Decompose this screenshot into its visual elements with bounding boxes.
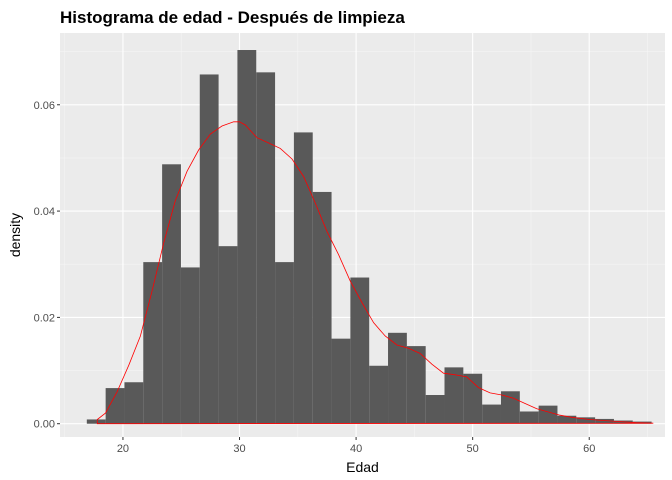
histogram-bar: [313, 192, 332, 424]
histogram-bar: [275, 262, 294, 424]
histogram-bar: [332, 339, 351, 424]
histogram-bar: [181, 267, 200, 423]
histogram-bar: [162, 164, 181, 423]
histogram-bar: [426, 395, 445, 424]
histogram-bar: [482, 405, 501, 424]
histogram-bar: [256, 72, 275, 423]
histogram-bar: [124, 382, 143, 423]
histogram-bar: [557, 416, 576, 424]
x-tick-label: 40: [350, 443, 362, 455]
histogram-bar: [200, 74, 219, 423]
histogram-bar: [106, 388, 125, 424]
x-axis-ticks: 20 30 40 50 60: [117, 437, 596, 455]
histogram-bar: [501, 391, 520, 423]
chart-title: Histograma de edad - Después de limpieza: [60, 8, 405, 27]
x-tick-label: 30: [233, 443, 245, 455]
histogram-bar: [520, 411, 539, 423]
y-tick-label: 0.06: [34, 100, 55, 112]
histogram-bar: [388, 333, 407, 424]
y-axis-ticks: 0.00 0.02 0.04 0.06: [34, 100, 60, 431]
histogram-bar: [463, 374, 482, 424]
y-tick-label: 0.02: [34, 312, 55, 324]
histogram-bar: [87, 419, 106, 423]
histogram-bar: [237, 50, 256, 424]
histogram-bar: [369, 366, 388, 424]
histogram-bar: [143, 262, 162, 424]
y-tick-label: 0.00: [34, 419, 55, 431]
x-tick-label: 50: [467, 443, 479, 455]
y-axis-title: density: [7, 213, 23, 257]
x-tick-label: 20: [117, 443, 129, 455]
histogram-bar: [539, 406, 558, 424]
x-axis-title: Edad: [346, 459, 379, 475]
y-tick-label: 0.04: [34, 206, 55, 218]
histogram-bar: [219, 246, 238, 424]
histogram-bar: [407, 346, 426, 424]
x-tick-label: 60: [583, 443, 595, 455]
